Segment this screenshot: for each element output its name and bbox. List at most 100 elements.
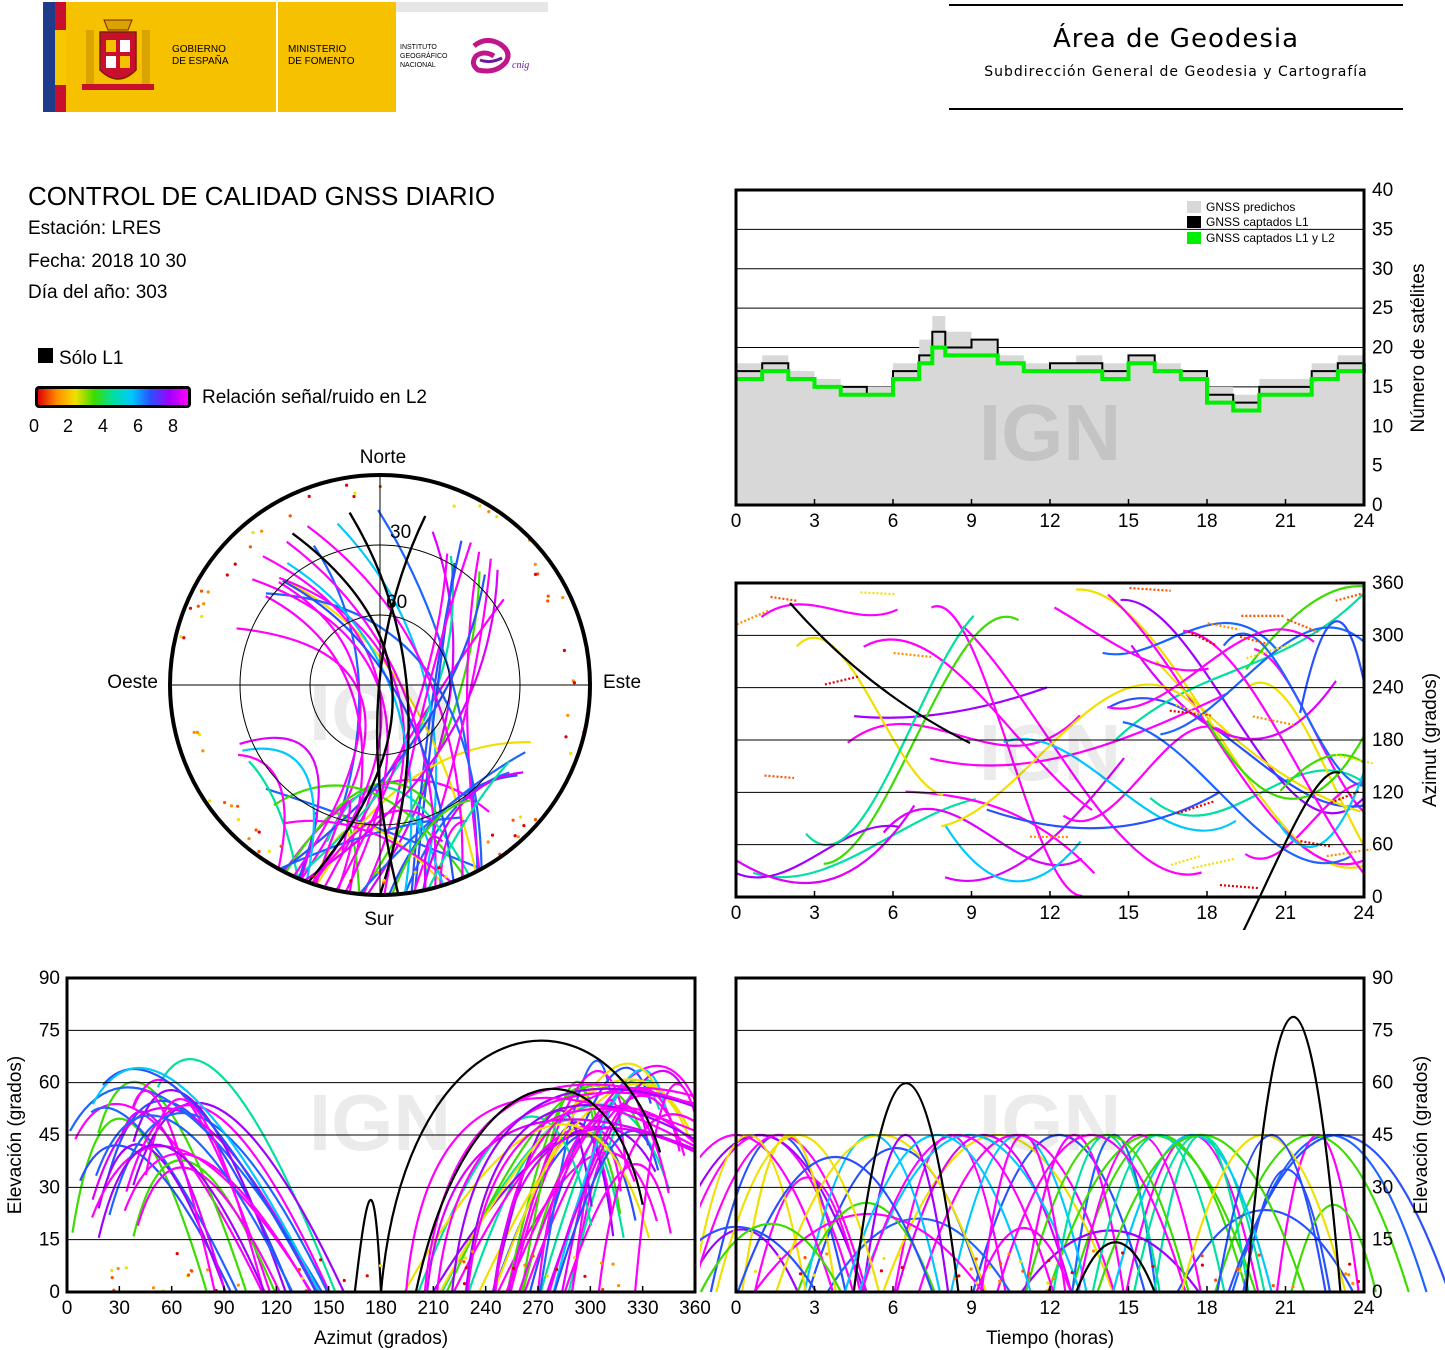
elevation-time-xtick-label: 9 <box>966 1298 977 1319</box>
elevation-azimuth-watermark: IGN <box>309 1078 451 1167</box>
skyplot-low-point <box>533 818 538 822</box>
azimuth-time-ytick-label: 60 <box>1372 835 1393 856</box>
ign-line-2: GEOGRÁFICO <box>400 53 448 60</box>
skyplot-low-point <box>202 602 206 606</box>
azimuth-track <box>905 790 1096 874</box>
skyplot-track <box>314 800 352 886</box>
sat-count-ytick-label: 40 <box>1372 180 1393 201</box>
elevation-azimuth-xtick-label: 120 <box>260 1298 292 1319</box>
elevation-time-low-point <box>1121 1251 1125 1255</box>
skyplot-low-point <box>188 606 193 610</box>
elevation-time-xtick-label: 6 <box>888 1298 899 1319</box>
snr-tick-2: 2 <box>63 416 74 436</box>
cnig-logo-icon <box>466 34 536 84</box>
ign-top-bar <box>396 2 548 12</box>
azimuth-time-xtick-label: 15 <box>1118 903 1139 924</box>
gov-line-1: GOBIERNO <box>172 44 226 55</box>
elevation-time-l1-track <box>852 1082 960 1293</box>
skyplot-low-point <box>199 589 204 593</box>
azimuth-track <box>1205 720 1365 800</box>
azimuth-short-track <box>764 774 795 780</box>
skyplot-low-point <box>195 730 199 734</box>
azimuth-track <box>823 615 1020 865</box>
ign-line-3: NACIONAL <box>400 62 436 69</box>
sat-count-ytick-label: 30 <box>1372 259 1393 280</box>
skyplot-low-point <box>382 878 386 882</box>
elevation-azimuth-east-track <box>425 1118 696 1293</box>
sat-count-ytick-label: 5 <box>1372 456 1383 477</box>
snr-tick-4: 4 <box>98 416 109 436</box>
sat-count-xtick-label: 3 <box>809 511 820 530</box>
azimuth-short-track <box>1335 592 1363 602</box>
elevation-azimuth-low-point <box>110 1276 114 1280</box>
elevation-time-xlabel: Tiempo (horas) <box>986 1328 1114 1349</box>
elevation-time-ytick-label: 45 <box>1372 1125 1393 1146</box>
elevation-azimuth-ytick-label: 30 <box>39 1177 60 1198</box>
skyplot-low-point <box>248 545 252 549</box>
elevation-azimuth-track <box>74 1102 264 1293</box>
skyplot-low-point <box>254 828 258 832</box>
azimuth-track <box>1155 660 1361 813</box>
azimuth-track <box>735 824 901 879</box>
elevation-azimuth-xtick-label: 0 <box>62 1298 73 1319</box>
azimuth-time-ytick-label: 120 <box>1372 782 1404 803</box>
skyplot-low-point <box>562 648 566 653</box>
skyplot-low-point <box>478 504 482 508</box>
skyplot-track <box>278 576 406 895</box>
elevation-time-ytick-label: 90 <box>1372 968 1393 989</box>
eu-stars-band <box>43 2 55 112</box>
snr-tick-0: 0 <box>29 416 40 436</box>
skyplot-low-point <box>452 504 456 508</box>
elevation-azimuth-track <box>403 1123 651 1293</box>
skyplot-low-point <box>349 879 353 883</box>
skyplot-low-point <box>561 596 565 600</box>
elevation-azimuth-low-point <box>583 1274 587 1278</box>
elevation-azimuth-xtick-label: 210 <box>417 1298 449 1319</box>
elevation-time-low-point <box>882 1256 886 1261</box>
azimuth-track <box>944 825 1082 883</box>
ministry-line-1: MINISTERIO <box>288 44 347 55</box>
azimuth-track <box>1244 781 1365 860</box>
azimuth-short-track <box>1246 643 1290 660</box>
elevation-azimuth-track <box>97 1143 266 1293</box>
sat-count-xtick-label: 6 <box>888 511 899 530</box>
elevation-time-low-point <box>1291 1285 1295 1289</box>
elevation-azimuth-l1-track <box>353 1198 383 1293</box>
skyplot-low-point <box>572 681 576 685</box>
azimuth-short-track <box>1219 883 1260 890</box>
azimuth-short-track <box>1207 622 1240 631</box>
elevation-azimuth-track <box>90 1106 239 1293</box>
elevation-azimuth-xtick-label: 360 <box>679 1298 711 1319</box>
skyplot-low-point <box>486 840 490 844</box>
elevation-time-track <box>736 1155 934 1293</box>
sat-count-ytick-label: 15 <box>1372 377 1393 398</box>
elevation-azimuth-xtick-label: 330 <box>627 1298 659 1319</box>
azimuth-track <box>986 790 1221 830</box>
skyplot-low-point <box>257 830 261 834</box>
elevation-azimuth-track <box>123 1152 312 1293</box>
skyplot-south-label: Sur <box>364 909 394 930</box>
elevation-time-ytick-label: 75 <box>1372 1020 1393 1041</box>
skyplot-low-point <box>236 818 240 822</box>
azimuth-time-tracks <box>735 585 1373 930</box>
elevation-azimuth-ytick-label: 60 <box>39 1073 60 1094</box>
elevation-time-low-point <box>1348 1262 1352 1266</box>
doy-label: Día del año: 303 <box>28 282 168 303</box>
elevation-azimuth-low-point <box>531 1254 535 1258</box>
l1-only-swatch <box>38 348 53 363</box>
skyplot-low-point <box>413 870 417 874</box>
skyplot-l1-track <box>375 515 427 895</box>
elevation-azimuth-low-point <box>523 1263 527 1267</box>
skyplot-low-point <box>182 636 186 640</box>
elevation-time-low-point <box>1344 1272 1348 1276</box>
azimuth-short-track <box>893 651 932 659</box>
azimuth-track <box>1108 697 1365 808</box>
elevation-azimuth-low-point <box>378 1264 383 1268</box>
series-area-predicted <box>736 316 1364 505</box>
report-title: CONTROL DE CALIDAD GNSS DIARIO <box>28 181 496 211</box>
area-bottom-rule <box>949 108 1403 110</box>
elevation-azimuth-low-point <box>600 1261 604 1265</box>
